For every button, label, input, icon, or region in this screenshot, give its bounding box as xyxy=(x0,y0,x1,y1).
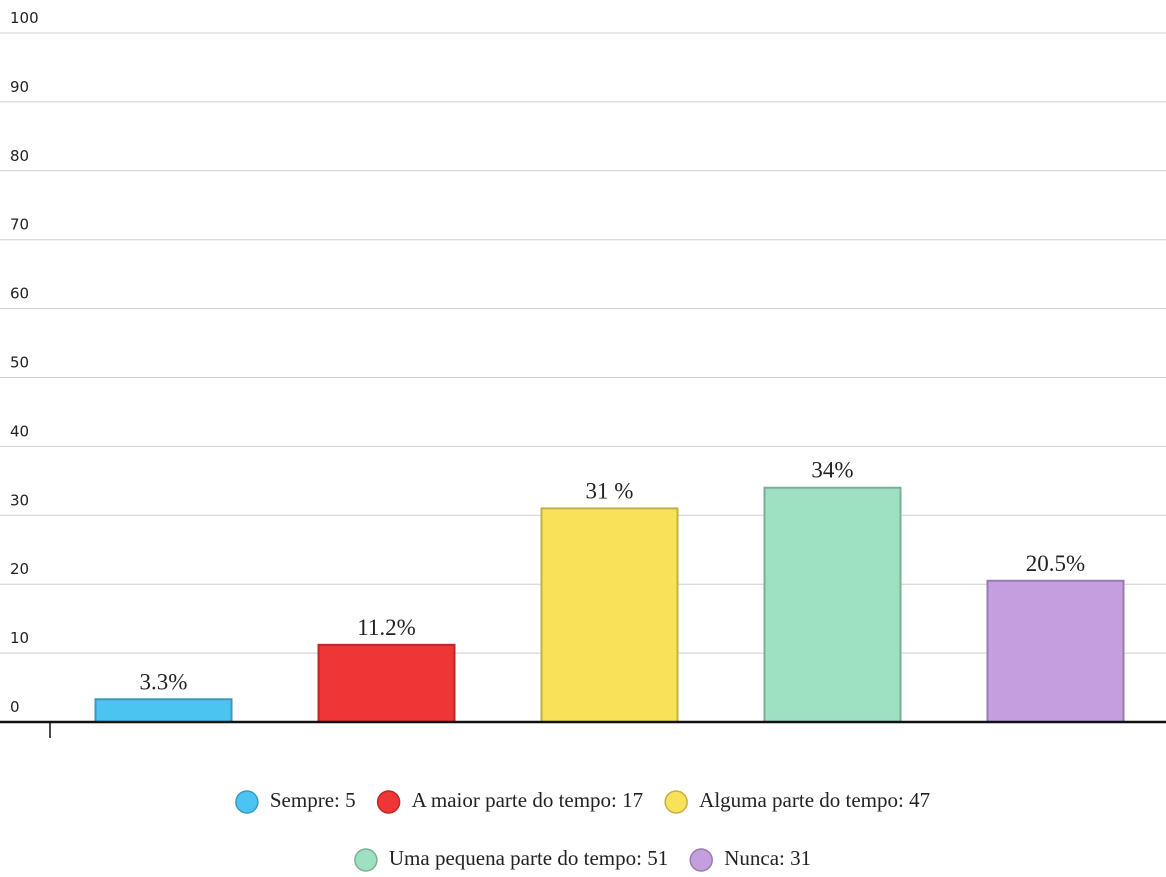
y-tick-label: 10 xyxy=(10,629,29,647)
legend-label: Alguma parte do tempo: 47 xyxy=(699,788,930,812)
legend-swatch xyxy=(376,790,401,814)
legend-item: Sempre: 5 xyxy=(235,788,356,814)
legend-label: Nunca: 31 xyxy=(724,846,811,870)
legend-swatch xyxy=(354,848,378,872)
legend-item: Uma pequena parte do tempo: 51 xyxy=(354,846,668,872)
legend-item: Alguma parte do tempo: 47 xyxy=(664,788,930,814)
value-label: 3.3% xyxy=(140,669,188,694)
y-tick-label: 100 xyxy=(10,9,39,27)
legend-label: Uma pequena parte do tempo: 51 xyxy=(389,846,668,870)
value-label: 31 % xyxy=(586,478,634,503)
y-tick-label: 0 xyxy=(10,698,20,716)
legend-item: Nunca: 31 xyxy=(689,846,811,872)
y-tick-label: 50 xyxy=(10,354,29,372)
bar xyxy=(317,643,456,723)
y-tick-label: 90 xyxy=(10,78,29,96)
value-label: 34% xyxy=(811,458,853,483)
legend-swatch xyxy=(664,790,688,814)
bar xyxy=(94,698,233,723)
legend-swatch xyxy=(235,790,259,814)
legend-label: A maior parte do tempo: 17 xyxy=(412,788,644,812)
value-label: 11.2% xyxy=(357,615,416,640)
bar xyxy=(540,507,679,723)
y-tick-label: 60 xyxy=(10,285,29,303)
legend-label: Sempre: 5 xyxy=(270,788,356,812)
y-tick-label: 20 xyxy=(10,560,29,578)
y-tick-label: 80 xyxy=(10,147,29,165)
legend-swatch xyxy=(689,848,713,872)
bar xyxy=(986,579,1125,723)
y-tick-label: 30 xyxy=(10,491,29,509)
legend-item: A maior parte do tempo: 17 xyxy=(376,788,644,814)
y-tick-label: 70 xyxy=(10,216,29,234)
value-label: 20.5% xyxy=(1026,551,1085,576)
bar xyxy=(763,486,902,723)
y-tick-label: 40 xyxy=(10,422,29,440)
